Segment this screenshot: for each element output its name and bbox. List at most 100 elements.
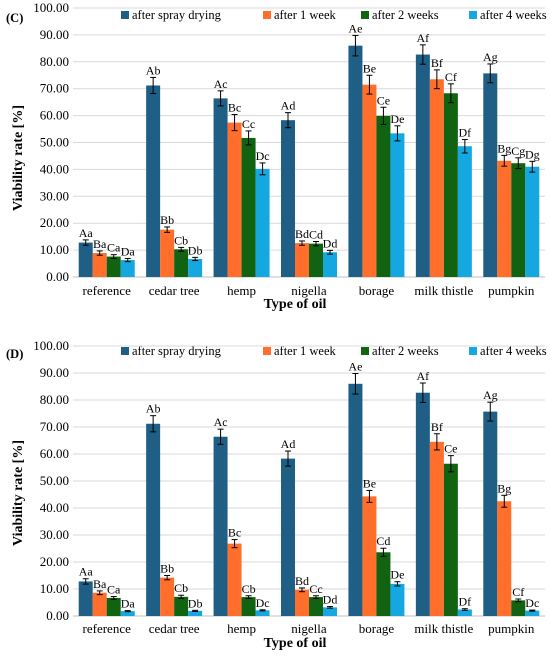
bar-hemp-after-4-weeks — [255, 610, 270, 616]
bar-borage-after-spray-drying — [348, 45, 363, 277]
bar-cedar-tree-after-4-weeks — [188, 610, 203, 616]
data-label: Ae — [348, 360, 362, 374]
x-tick-label-milk-thistle: milk thistle — [414, 283, 473, 298]
data-label: Cg — [511, 144, 525, 158]
bar-reference-after-4-weeks — [120, 260, 135, 277]
data-label: Cd — [376, 534, 390, 548]
error-bars — [82, 373, 536, 613]
data-label: Db — [188, 243, 203, 257]
data-label: Ag — [483, 50, 498, 64]
bar-nigella-after-4-weeks — [323, 252, 337, 277]
data-label: Cb — [242, 582, 256, 596]
data-label: Ba — [93, 577, 107, 591]
x-tick-label-pumpkin: pumpkin — [488, 621, 535, 636]
bar-nigella-after-spray-drying — [281, 458, 295, 616]
y-tick-label: 30.00 — [40, 527, 69, 542]
data-label: Bc — [228, 101, 241, 115]
data-label: Bb — [160, 562, 174, 576]
legend-swatch-after-spray-drying — [121, 347, 129, 355]
data-label: Be — [363, 61, 376, 75]
bar-pumpkin-after-4-weeks — [525, 166, 540, 277]
x-tick-label-milk-thistle: milk thistle — [414, 621, 473, 636]
bar-cedar-tree-after-2-weeks — [174, 596, 189, 616]
data-label: Dg — [525, 147, 540, 161]
bar-pumpkin-after-spray-drying — [483, 411, 498, 616]
data-label: Cb — [174, 233, 188, 247]
bar-pumpkin-after-1-week — [497, 160, 512, 277]
bar-milk-thistle-after-2-weeks — [443, 463, 458, 616]
data-label: Aa — [79, 226, 94, 240]
x-tick-label-cedar-tree: cedar tree — [149, 621, 200, 636]
data-label: Dc — [525, 596, 539, 610]
data-label: Dc — [256, 596, 270, 610]
bar-nigella-after-2-weeks — [309, 597, 323, 616]
bar-borage-after-1-week — [362, 84, 377, 277]
bar-reference-after-2-weeks — [106, 256, 121, 277]
legend-label-after-2-weeks: after 2 weeks — [372, 344, 439, 358]
data-label: Ba — [93, 237, 107, 251]
bar-cedar-tree-after-spray-drying — [146, 423, 161, 616]
legend-label-after-4-weeks: after 4 weeks — [480, 8, 547, 22]
bar-borage-after-4-weeks — [390, 583, 405, 616]
data-label: Df — [459, 126, 472, 140]
legend-swatch-after-4-weeks — [469, 11, 477, 19]
bar-reference-after-4-weeks — [120, 611, 135, 616]
legend-label-after-1-week: after 1 week — [274, 8, 337, 22]
data-label: Db — [188, 596, 203, 610]
bar-milk-thistle-after-2-weeks — [443, 93, 458, 277]
y-tick-label: 40.00 — [40, 500, 69, 515]
data-label: Ab — [146, 63, 161, 77]
data-label: Ca — [107, 241, 121, 255]
data-label: Ce — [377, 93, 390, 107]
bar-borage-after-2-weeks — [376, 552, 391, 616]
y-tick-label: 90.00 — [40, 27, 69, 42]
data-label: Aa — [79, 565, 94, 579]
data-label: Bd — [295, 574, 309, 588]
x-tick-label-hemp: hemp — [227, 621, 256, 636]
data-label: Bg — [497, 141, 511, 155]
data-label: Cf — [445, 70, 457, 84]
bar-pumpkin-after-1-week — [497, 501, 512, 616]
data-label: Af — [417, 369, 430, 383]
bar-milk-thistle-after-4-weeks — [457, 609, 472, 616]
data-label: Be — [363, 476, 376, 490]
bar-borage-after-2-weeks — [376, 115, 391, 277]
data-label: Dd — [323, 236, 338, 250]
data-label: Cc — [309, 582, 322, 596]
x-tick-label-reference: reference — [83, 621, 132, 636]
bar-reference-after-1-week — [92, 592, 107, 616]
bars — [78, 383, 540, 616]
y-tick-label: 30.00 — [40, 188, 69, 203]
x-tick-label-pumpkin: pumpkin — [488, 283, 535, 298]
legend: after spray drying after 1 week after 2 we… — [121, 344, 547, 358]
data-label: De — [390, 112, 404, 126]
data-label: Da — [121, 597, 136, 611]
panel-label: (D) — [6, 347, 23, 361]
bar-hemp-after-spray-drying — [213, 436, 228, 616]
data-label: Ag — [483, 388, 498, 402]
bar-borage-after-spray-drying — [348, 383, 363, 616]
y-tick-label: 90.00 — [40, 365, 69, 380]
bar-borage-after-4-weeks — [390, 133, 405, 277]
data-label: Af — [417, 31, 430, 45]
y-tick-label: 10.00 — [40, 242, 69, 257]
bar-cedar-tree-after-spray-drying — [146, 85, 161, 277]
legend-label-after-spray-drying: after spray drying — [132, 344, 222, 358]
y-axis-title: Viability rate [%] — [11, 440, 26, 546]
y-tick-label: 0.00 — [46, 608, 69, 623]
y-tick-label: 100.00 — [33, 0, 69, 15]
bar-hemp-after-4-weeks — [255, 168, 270, 277]
x-tick-label-reference: reference — [83, 283, 132, 298]
data-label: Ca — [107, 583, 121, 597]
x-tick-label-hemp: hemp — [227, 283, 256, 298]
data-label: Bf — [431, 420, 443, 434]
data-label: Da — [121, 244, 136, 258]
bar-nigella-after-1-week — [295, 243, 309, 277]
legend-label-after-1-week: after 1 week — [274, 344, 337, 358]
x-tick-label-borage: borage — [359, 621, 395, 636]
legend-swatch-after-spray-drying — [121, 11, 129, 19]
bar-hemp-after-1-week — [227, 543, 242, 616]
y-tick-label: 60.00 — [40, 108, 69, 123]
bar-cedar-tree-after-4-weeks — [188, 258, 203, 277]
